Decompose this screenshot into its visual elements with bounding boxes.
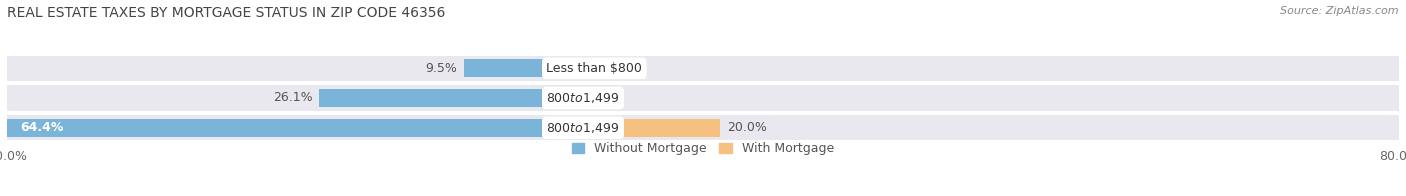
Text: 20.0%: 20.0% xyxy=(727,121,768,134)
Text: 64.4%: 64.4% xyxy=(20,121,63,134)
Bar xyxy=(464,59,547,77)
Text: 4.2%: 4.2% xyxy=(591,92,621,104)
Text: Less than $800: Less than $800 xyxy=(547,62,643,75)
Bar xyxy=(319,89,547,107)
Bar xyxy=(0,119,547,137)
Bar xyxy=(7,115,1399,140)
Text: REAL ESTATE TAXES BY MORTGAGE STATUS IN ZIP CODE 46356: REAL ESTATE TAXES BY MORTGAGE STATUS IN … xyxy=(7,6,446,20)
Text: $800 to $1,499: $800 to $1,499 xyxy=(547,121,620,135)
Bar xyxy=(547,119,720,137)
Text: $800 to $1,499: $800 to $1,499 xyxy=(547,91,620,105)
Bar xyxy=(547,89,583,107)
Text: Source: ZipAtlas.com: Source: ZipAtlas.com xyxy=(1281,6,1399,16)
Text: 9.5%: 9.5% xyxy=(425,62,457,75)
Legend: Without Mortgage, With Mortgage: Without Mortgage, With Mortgage xyxy=(572,142,834,155)
Text: 26.1%: 26.1% xyxy=(273,92,312,104)
Text: 0.0%: 0.0% xyxy=(554,62,585,75)
Bar xyxy=(7,56,1399,81)
Bar xyxy=(7,85,1399,111)
